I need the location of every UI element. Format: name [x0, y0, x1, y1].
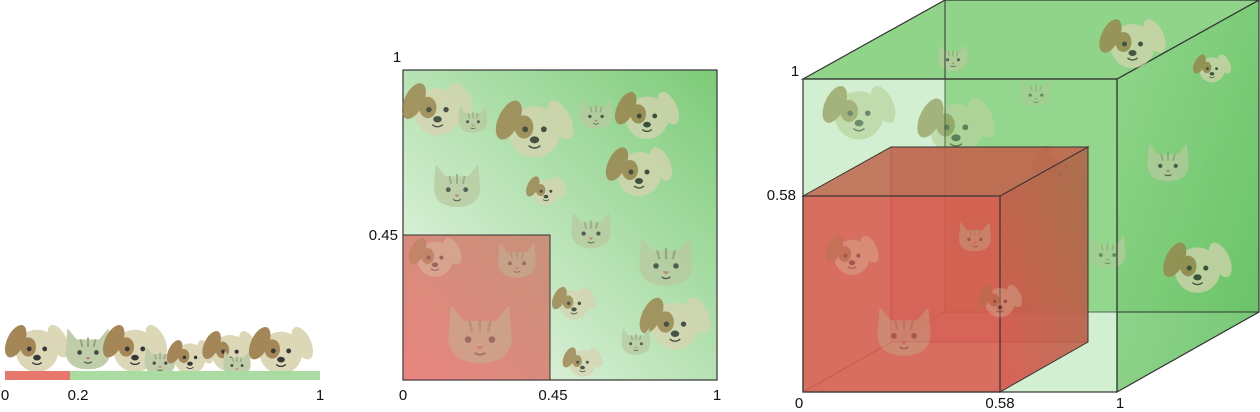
- animals: [2, 321, 317, 377]
- red-cube-front: [802, 195, 1001, 393]
- red-segment: [5, 371, 70, 380]
- label: 0: [399, 387, 407, 404]
- label: 0.2: [68, 387, 89, 404]
- label: 1: [393, 49, 401, 66]
- label: 0.45: [538, 387, 567, 404]
- label: 1: [713, 387, 721, 404]
- panel-3d: 1 0.58 0 0.58 1: [767, 0, 1260, 412]
- panel-1d: 0 0.2 1: [1, 321, 324, 404]
- green-segment: [70, 371, 320, 380]
- label: 0.45: [369, 227, 398, 244]
- label: 1: [791, 63, 799, 80]
- label: 0: [1, 387, 9, 404]
- label: 0.58: [985, 395, 1014, 412]
- label: 1: [316, 387, 324, 404]
- panel-2d: 1 0.45 0 0.45 1: [369, 49, 721, 404]
- label: 1: [1116, 395, 1124, 412]
- label: 0: [795, 395, 803, 412]
- label: 0.58: [767, 187, 796, 204]
